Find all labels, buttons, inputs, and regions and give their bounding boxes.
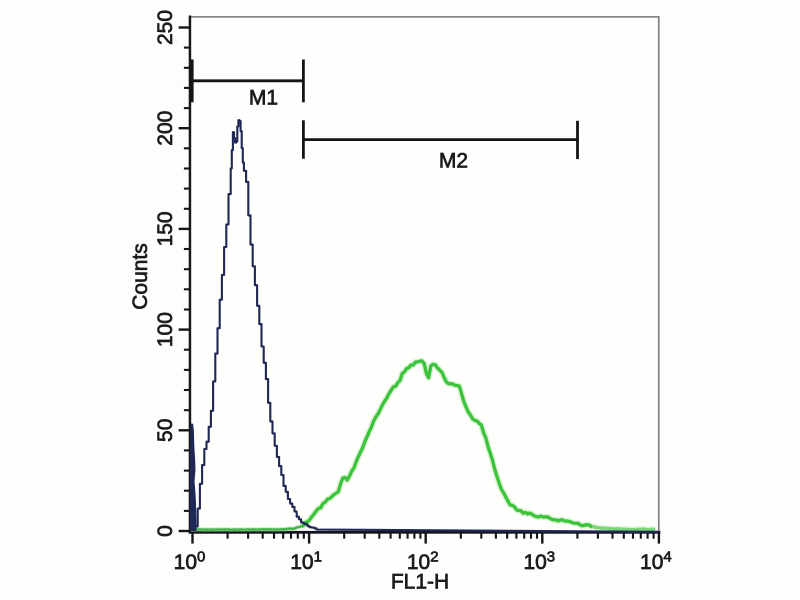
svg-text:M1: M1: [249, 87, 278, 110]
svg-text:0: 0: [154, 525, 177, 537]
svg-text:200: 200: [154, 111, 177, 146]
svg-text:M2: M2: [439, 150, 468, 173]
svg-text:150: 150: [154, 211, 177, 246]
svg-text:50: 50: [154, 419, 177, 442]
svg-text:FL1-H: FL1-H: [391, 571, 449, 594]
svg-text:100: 100: [154, 312, 177, 347]
svg-text:Counts: Counts: [129, 243, 152, 310]
svg-text:250: 250: [154, 10, 177, 45]
